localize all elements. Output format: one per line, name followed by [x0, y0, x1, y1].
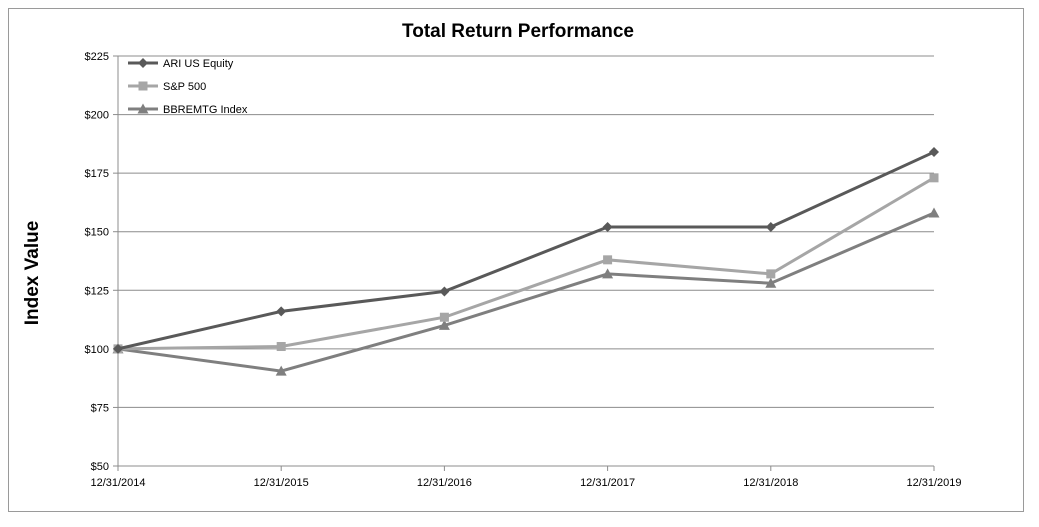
series-line-ari-us-equity	[117, 150, 935, 351]
data-point-s-p-500	[603, 255, 613, 265]
x-tick-label: 12/31/2017	[580, 477, 635, 489]
chart-frame	[8, 8, 1024, 512]
data-point-s-p-500	[439, 312, 449, 322]
data-point-s-p-500	[276, 342, 286, 352]
y-tick-label: $50	[91, 461, 109, 473]
axes	[113, 55, 935, 471]
series-group	[112, 147, 940, 376]
legend: ARI US Equity S&P 500 BBREMTG Index	[128, 58, 248, 116]
y-tick-label: $175	[85, 168, 109, 180]
legend-label: S&P 500	[163, 81, 206, 93]
data-point-bbremtg-index	[928, 207, 940, 218]
legend-marker-bbremtg-index	[137, 103, 149, 114]
data-point-bbremtg-index	[275, 365, 287, 376]
y-axis-label: Index Value	[22, 221, 43, 326]
legend-marker-ari-us-equity	[138, 58, 148, 68]
series-line-s-p-500	[117, 176, 935, 351]
data-point-s-p-500	[766, 269, 776, 279]
legend-label: BBREMTG Index	[163, 104, 248, 116]
data-point-ari-us-equity	[276, 306, 287, 317]
legend-marker-s-p-500	[138, 81, 148, 91]
series-line-bbremtg-index	[117, 211, 935, 373]
y-tick-label: $100	[85, 344, 109, 356]
y-tick-label: $150	[85, 227, 109, 239]
y-tick-label: $200	[85, 110, 109, 122]
data-point-bbremtg-index	[765, 277, 777, 288]
y-tick-label: $125	[85, 285, 109, 297]
data-point-ari-us-equity	[113, 343, 123, 354]
x-tick-label: 12/31/2019	[906, 477, 961, 489]
data-point-ari-us-equity	[602, 222, 613, 233]
x-tick-label: 12/31/2018	[743, 477, 798, 489]
legend-label: ARI US Equity	[163, 58, 234, 70]
x-tick-label: 12/31/2014	[90, 477, 145, 489]
data-point-ari-us-equity	[929, 147, 939, 158]
tick-labels: $50 $75 $100 $125 $150 $175 $200 $225 12/31/2014…	[85, 51, 962, 489]
data-point-bbremtg-index	[438, 319, 450, 330]
data-point-ari-us-equity	[765, 222, 776, 233]
chart-title: Total Return Performance	[402, 21, 634, 42]
gridlines	[118, 55, 934, 408]
data-point-bbremtg-index	[602, 268, 614, 279]
data-point-s-p-500	[929, 173, 939, 183]
x-tick-label: 12/31/2015	[254, 477, 309, 489]
data-point-ari-us-equity	[439, 286, 450, 297]
y-tick-label: $75	[91, 402, 109, 414]
y-tick-label: $225	[85, 51, 109, 63]
x-tick-label: 12/31/2016	[417, 477, 472, 489]
